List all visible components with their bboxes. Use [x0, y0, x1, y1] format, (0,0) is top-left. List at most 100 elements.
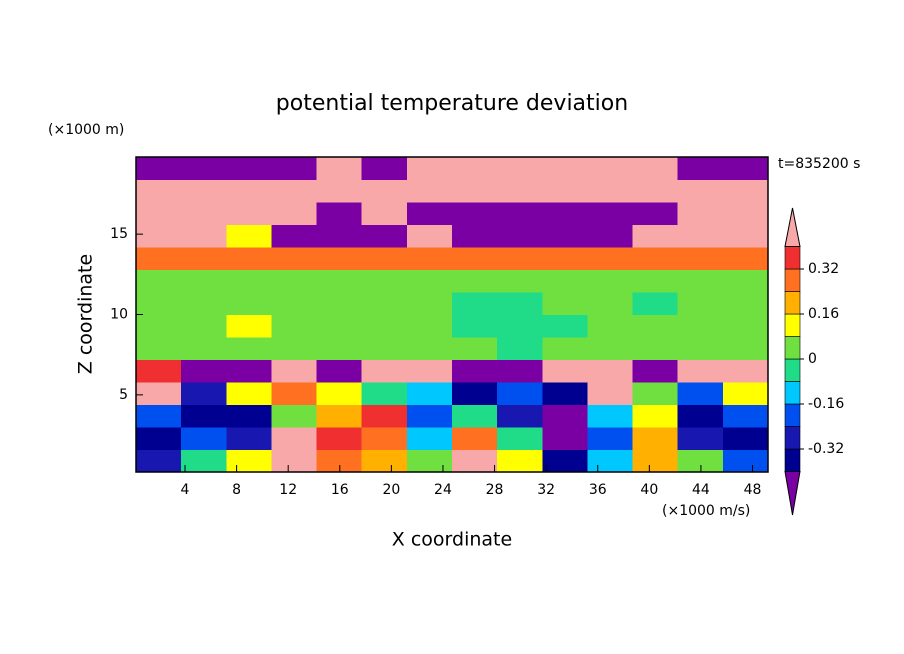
field-cell	[181, 337, 227, 360]
field-cell	[406, 247, 453, 270]
field-cell	[452, 202, 498, 225]
field-cell	[181, 247, 227, 270]
field-cell	[226, 382, 272, 405]
field-cell	[181, 224, 227, 248]
field-cell	[316, 157, 363, 180]
field-cell	[497, 359, 543, 383]
field-cell	[226, 247, 272, 270]
field-cell	[316, 179, 363, 203]
field-cell	[497, 382, 543, 405]
field-cell	[587, 314, 634, 338]
field-cell	[587, 404, 634, 428]
field-cell	[361, 157, 408, 180]
field-cell	[361, 202, 408, 225]
field-cell	[677, 247, 724, 270]
field-cell	[136, 382, 182, 405]
field-cell	[361, 359, 408, 383]
field-cell	[722, 449, 769, 473]
time-annotation: t=835200 s	[778, 156, 860, 172]
field-cell	[271, 224, 318, 248]
field-cell	[361, 382, 408, 405]
field-cell	[722, 202, 769, 225]
field-cell	[722, 404, 769, 428]
field-cell	[587, 202, 634, 225]
field-cell	[136, 202, 182, 225]
colorbar: 0.32 0.16 0 -0.16 -0.32	[784, 207, 844, 516]
field-cell	[271, 202, 318, 225]
field-cell	[406, 292, 453, 315]
field-cell	[406, 404, 453, 428]
x-tick-label: 48	[744, 482, 762, 498]
field-cell	[316, 292, 363, 315]
colorbar-tick-label: 0	[808, 351, 817, 367]
colorbar-box	[784, 448, 801, 472]
colorbar-tick-label: 0.32	[808, 261, 839, 277]
field-cell	[722, 427, 769, 450]
x-tick-label: 8	[232, 482, 241, 498]
field-cell	[361, 337, 408, 360]
colorbar-extend-high	[784, 207, 801, 247]
field-cell	[226, 314, 272, 338]
field-cell	[271, 404, 318, 428]
colorbar-box	[784, 381, 801, 405]
field-cell	[226, 179, 272, 203]
field-cell	[181, 179, 227, 203]
field-cell	[542, 314, 588, 338]
field-cell	[452, 157, 498, 180]
field-cell	[542, 269, 588, 293]
field-cell	[316, 337, 363, 360]
field-cell	[452, 359, 498, 383]
field-cell	[136, 314, 182, 338]
field-cell	[632, 449, 679, 473]
field-cell	[497, 247, 543, 270]
field-cell	[722, 247, 769, 270]
field-cell	[542, 157, 588, 180]
field-cell	[361, 269, 408, 293]
field-cell	[406, 359, 453, 383]
field-cell	[406, 449, 453, 473]
field-cell	[361, 314, 408, 338]
field-cell	[226, 202, 272, 225]
field-cell	[361, 179, 408, 203]
field-cell	[406, 382, 453, 405]
field-cell	[632, 157, 679, 180]
field-cell	[136, 337, 182, 360]
field-cell	[406, 179, 453, 203]
field-cell	[452, 449, 498, 473]
field-cell	[632, 427, 679, 450]
chart-title: potential temperature deviation	[276, 91, 628, 116]
field-cell	[361, 427, 408, 450]
colorbar-box	[784, 246, 801, 270]
field-cell	[497, 202, 543, 225]
field-cell	[316, 224, 363, 248]
field-cell	[271, 292, 318, 315]
field-cell	[722, 179, 769, 203]
field-cell	[587, 179, 634, 203]
x-tick-label: 44	[692, 482, 710, 498]
field-cell	[181, 292, 227, 315]
field-cell	[632, 314, 679, 338]
field-cell	[587, 449, 634, 473]
x-tick-label: 36	[589, 482, 607, 498]
field-cell	[316, 449, 363, 473]
field-cell	[316, 247, 363, 270]
field-cell	[361, 449, 408, 473]
field-cell	[226, 427, 272, 450]
field-cell	[226, 269, 272, 293]
field-cell	[677, 404, 724, 428]
field-cell	[452, 404, 498, 428]
field-cell	[542, 224, 588, 248]
field-cell	[722, 314, 769, 338]
colorbar-box	[784, 358, 801, 382]
field-cell	[587, 427, 634, 450]
field-cell	[497, 269, 543, 293]
field-cell	[226, 157, 272, 180]
field-cell	[542, 292, 588, 315]
field-cell	[497, 427, 543, 450]
y-tick-label: 5	[119, 387, 128, 403]
x-tick-label: 32	[537, 482, 555, 498]
field-cell	[406, 269, 453, 293]
field-cell	[226, 359, 272, 383]
field-cell	[406, 337, 453, 360]
